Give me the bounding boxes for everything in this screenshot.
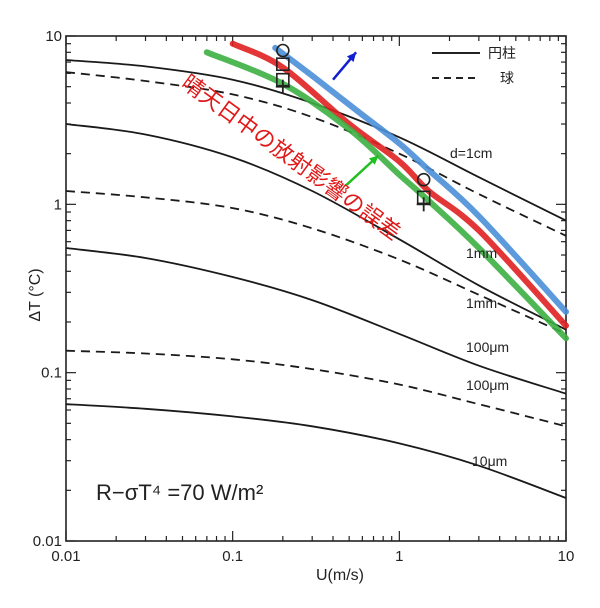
y-tick-label: 0.01	[33, 533, 62, 550]
x-axis-label: U(m/s)	[316, 567, 364, 584]
series-line-0	[65, 59, 567, 222]
series-line-2	[65, 123, 567, 331]
series-label: 100μm	[466, 339, 509, 355]
equation-label: R−σT⁴ =70 W/m²	[96, 480, 263, 505]
series-label: 1mm	[466, 295, 497, 311]
series-label: 1mm	[466, 245, 497, 261]
y-axis-label: ΔT (°C)	[27, 268, 44, 321]
measured-line-2	[203, 49, 569, 342]
plot-frame	[65, 35, 567, 542]
arrow-head	[346, 52, 357, 63]
x-tick-label: 10	[558, 548, 575, 565]
legend-dashed-label: 球	[500, 71, 514, 87]
legend: 円柱 球	[432, 46, 516, 87]
y-tick-label: 0.1	[41, 365, 62, 382]
series-line-1	[65, 71, 567, 237]
marker-plus	[416, 197, 431, 212]
marker-circle	[276, 43, 290, 58]
marker-plus	[275, 79, 290, 94]
series-label: 100μm	[466, 377, 509, 393]
measured-line-1	[229, 40, 569, 329]
y-tick-label: 1	[54, 196, 62, 213]
marker-square	[276, 57, 290, 71]
series-line-4	[65, 247, 567, 395]
series-line-3	[65, 190, 567, 335]
arrows-layer	[332, 51, 380, 187]
marker-circle	[416, 172, 431, 187]
legend-solid-label: 円柱	[488, 46, 516, 62]
measured-line-0	[272, 44, 569, 315]
measured-curves-layer	[203, 40, 569, 342]
tick-labels-layer: 0.01 0.1 1 10 0.01 0.1 1 10	[33, 28, 575, 565]
arrow-1	[345, 154, 380, 187]
theory-curves-layer	[65, 59, 567, 499]
arrow-head	[368, 155, 379, 165]
series-label: d=1cm	[450, 145, 492, 161]
series-line-6	[65, 403, 567, 499]
y-tick-label: 10	[45, 28, 62, 45]
x-tick-label: 1	[395, 548, 403, 565]
arrow-0	[332, 51, 358, 81]
series-line-5	[65, 349, 567, 428]
x-tick-label: 0.01	[51, 548, 80, 565]
markers-layer	[275, 43, 431, 212]
x-tick-label: 0.1	[222, 548, 243, 565]
series-label: 10μm	[472, 453, 507, 469]
series-labels-layer: d=1cm 1mm 1mm 100μm 100μm 10μm	[450, 145, 509, 469]
